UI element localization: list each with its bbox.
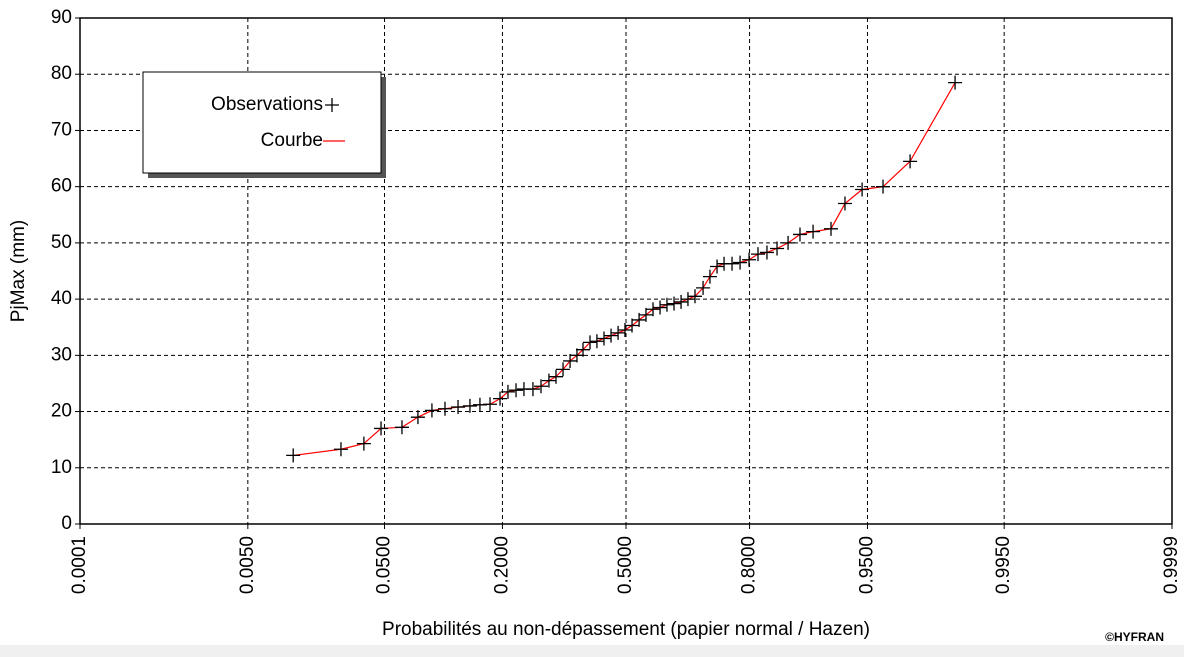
y-tick-label: 60 bbox=[51, 176, 72, 197]
observation-marker bbox=[781, 235, 796, 250]
observation-marker bbox=[596, 331, 611, 346]
observation-marker bbox=[493, 391, 508, 406]
x-tick-label: 0.9950 bbox=[993, 536, 1014, 594]
observation-marker bbox=[437, 401, 452, 416]
observation-marker bbox=[759, 245, 774, 260]
observation-marker bbox=[646, 302, 661, 317]
y-tick-label: 10 bbox=[51, 457, 72, 478]
observation-marker bbox=[525, 382, 540, 397]
observation-marker bbox=[725, 256, 740, 271]
x-tick-label: 0.0500 bbox=[374, 536, 395, 594]
observation-marker bbox=[653, 300, 668, 315]
x-tick-label: 0.5000 bbox=[615, 536, 636, 594]
observation-marker bbox=[541, 373, 556, 388]
observation-marker bbox=[533, 379, 548, 394]
legend-box bbox=[142, 71, 382, 174]
x-tick-label: 0.0050 bbox=[237, 536, 258, 594]
observation-marker bbox=[638, 307, 653, 322]
observation-marker bbox=[548, 369, 563, 384]
observation-marker bbox=[509, 383, 524, 398]
observation-marker bbox=[696, 280, 711, 295]
observation-marker bbox=[770, 241, 785, 256]
x-tick-label: 0.0001 bbox=[69, 536, 90, 594]
observation-marker bbox=[659, 297, 674, 312]
legend: Observations Courbe bbox=[142, 71, 386, 178]
observation-marker bbox=[583, 335, 598, 350]
observation-marker bbox=[674, 294, 689, 309]
observation-marker bbox=[806, 224, 821, 239]
observation-marker bbox=[563, 353, 578, 368]
legend-marker bbox=[325, 98, 339, 112]
y-tick-label: 0 bbox=[61, 513, 72, 534]
observation-marker bbox=[667, 296, 682, 311]
observation-marker bbox=[604, 328, 619, 343]
y-tick-label: 80 bbox=[51, 63, 72, 84]
plot-frame bbox=[79, 17, 1173, 525]
observation-marker bbox=[903, 154, 918, 169]
observation-marker bbox=[611, 325, 626, 340]
legend-label: Courbe bbox=[261, 130, 323, 151]
y-tick-label: 20 bbox=[51, 401, 72, 422]
observation-marker bbox=[424, 403, 439, 418]
x-tick-label: 0.9500 bbox=[857, 536, 878, 594]
credit: ©HYFRAN bbox=[1105, 630, 1164, 644]
y-axis-label: PjMax (mm) bbox=[8, 220, 29, 322]
observation-marker bbox=[948, 75, 963, 90]
x-tick-label: 0.9999 bbox=[1161, 536, 1182, 594]
observation-marker bbox=[710, 259, 725, 274]
observation-marker bbox=[286, 448, 301, 463]
observation-marker bbox=[702, 269, 717, 284]
x-axis-label: Probabilités au non-dépassement (papier … bbox=[382, 619, 870, 640]
observation-marker bbox=[575, 342, 590, 357]
observation-marker bbox=[394, 420, 409, 435]
observation-marker bbox=[855, 182, 870, 197]
observation-marker bbox=[792, 227, 807, 242]
observation-marker bbox=[625, 318, 640, 333]
observation-marker bbox=[750, 247, 765, 262]
footer-strip bbox=[0, 645, 1184, 657]
observation-marker bbox=[824, 221, 839, 236]
observation-marker bbox=[617, 323, 632, 338]
y-tick-label: 40 bbox=[51, 288, 72, 309]
y-tick-label: 70 bbox=[51, 119, 72, 140]
y-tick-label: 30 bbox=[51, 344, 72, 365]
observation-marker bbox=[837, 196, 852, 211]
observation-marker bbox=[356, 436, 371, 451]
observation-marker bbox=[589, 334, 604, 349]
observation-marker bbox=[333, 442, 348, 457]
legend-label: Observations bbox=[211, 94, 323, 115]
x-tick-label: 0.8000 bbox=[739, 536, 760, 594]
observation-marker bbox=[451, 400, 466, 415]
observation-marker bbox=[742, 252, 757, 267]
observation-marker bbox=[687, 289, 702, 304]
observation-marker bbox=[733, 255, 748, 270]
observation-marker bbox=[500, 384, 515, 399]
curve-line bbox=[293, 82, 956, 457]
observation-marker bbox=[483, 397, 498, 412]
y-tick-label: 90 bbox=[51, 7, 72, 28]
observation-marker bbox=[410, 410, 425, 425]
x-tick-label: 0.2000 bbox=[491, 536, 512, 594]
observation-marker bbox=[374, 421, 389, 436]
observation-marker bbox=[876, 179, 891, 194]
observation-marker bbox=[462, 398, 477, 413]
observation-marker bbox=[569, 348, 584, 363]
observation-marker bbox=[680, 292, 695, 307]
observation-marker bbox=[556, 362, 571, 377]
y-tick-label: 50 bbox=[51, 232, 72, 253]
